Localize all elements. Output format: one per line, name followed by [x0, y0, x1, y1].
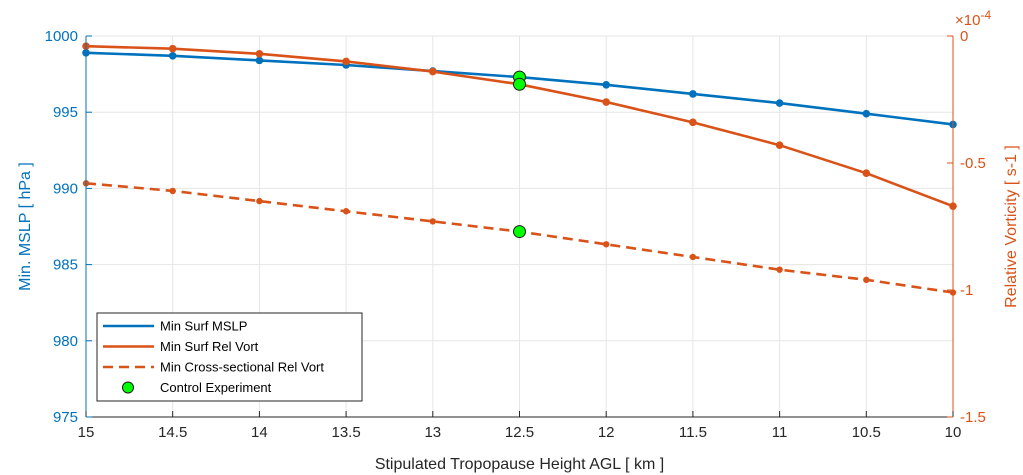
data-point	[342, 57, 350, 66]
right-axis-exponent: ×10-4	[955, 8, 991, 29]
legend-box	[96, 312, 363, 402]
y-left-tick-label: 990	[53, 180, 78, 197]
data-point	[602, 98, 610, 106]
data-point	[169, 187, 176, 195]
legend-swatch	[122, 381, 134, 394]
y-left-tick-label: 995	[53, 104, 78, 121]
legend-label: Min Surf MSLP	[160, 319, 247, 334]
data-point	[689, 118, 697, 127]
data-point	[168, 52, 177, 60]
x-tick-label: 12	[598, 424, 615, 441]
x-tick-label: 11	[772, 424, 788, 441]
control-experiment-point	[513, 77, 526, 91]
x-tick-label: 14	[251, 424, 268, 441]
y-right-tick-label: -1.5	[960, 409, 986, 426]
data-point	[863, 276, 870, 284]
legend-label: Min Cross-sectional Rel Vort	[160, 360, 324, 375]
data-point	[775, 99, 784, 107]
right-axis-exponent-base: ×10	[955, 12, 980, 29]
x-tick-label: 11.5	[679, 424, 707, 441]
y-right-tick-label: -0.5	[960, 155, 986, 172]
y-right-tick-label: -1	[960, 282, 973, 299]
series-layer	[82, 42, 957, 296]
legend-label: Control Experiment	[160, 380, 272, 395]
data-point	[429, 67, 437, 76]
data-point	[342, 208, 350, 215]
data-point	[775, 141, 784, 150]
legend-label: Min Surf Rel Vort	[160, 339, 259, 354]
y-left-tick-label: 980	[53, 333, 78, 350]
y-axis-left-label: Min. MSLP [ hPa ]	[17, 162, 34, 291]
data-point	[776, 266, 783, 273]
y-left-tick-label: 985	[53, 257, 78, 274]
data-point	[689, 90, 697, 98]
data-point	[862, 169, 871, 177]
data-point	[602, 80, 610, 89]
x-tick-label: 13	[424, 424, 441, 441]
data-point	[168, 44, 177, 53]
axes: 15 14.5 14 13.5 13 12.5 12 11.5 11 10.5 10 975 980 98…	[17, 8, 1020, 473]
data-point	[255, 56, 264, 65]
control-experiment-point	[513, 225, 526, 239]
x-tick-label: 14.5	[158, 424, 187, 441]
x-tick-label: 10.5	[852, 424, 881, 441]
x-axis-label: Stipulated Tropopause Height AGL [ km ]	[375, 456, 664, 473]
x-tick-label: 15	[78, 424, 95, 441]
data-point	[689, 253, 697, 261]
data-point	[603, 241, 610, 248]
x-tick-label: 12.5	[505, 424, 534, 441]
right-axis-exponent-power: -4	[980, 8, 991, 22]
y-right-tick-label: 0	[960, 28, 968, 45]
legend: Min Surf MSLP Min Surf Rel Vort Min Cross-…	[96, 312, 363, 402]
x-tick-label: 13.5	[331, 424, 360, 441]
data-point	[256, 197, 263, 205]
x-tick-label: 10	[945, 424, 962, 441]
data-point	[255, 49, 264, 58]
data-point	[429, 218, 436, 225]
y-axis-right-label: Relative Vorticity [ s-1 ]	[1003, 145, 1020, 308]
data-point	[862, 109, 871, 118]
y-left-tick-label: 1000	[45, 28, 78, 45]
y-left-tick-label: 975	[53, 409, 78, 426]
